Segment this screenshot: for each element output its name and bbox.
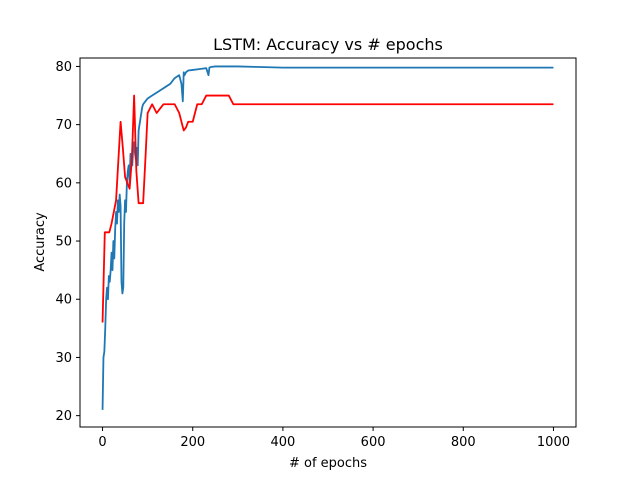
x-tick-label: 600 <box>361 435 386 450</box>
y-axis: 20 30 40 50 60 70 80 <box>55 60 80 424</box>
series-line-2 <box>101 94 554 323</box>
y-tick-label: 80 <box>55 60 72 75</box>
plot-area <box>101 65 554 410</box>
x-tick-label: 400 <box>270 435 295 450</box>
y-tick-label: 30 <box>55 351 72 366</box>
y-tick-label: 20 <box>55 409 72 424</box>
x-axis-label: # of epochs <box>289 456 367 471</box>
chart-title: LSTM: Accuracy vs # epochs <box>213 35 443 54</box>
axes-frame <box>79 57 577 428</box>
series-line-1 <box>101 65 554 410</box>
y-axis-label: Accuracy <box>33 212 48 272</box>
y-tick-label: 60 <box>55 176 72 191</box>
y-tick-label: 50 <box>55 235 72 250</box>
y-tick-label: 70 <box>55 118 72 133</box>
x-tick-label: 1000 <box>537 435 570 450</box>
x-tick-label: 0 <box>98 435 106 450</box>
x-tick-label: 200 <box>180 435 205 450</box>
x-tick-label: 800 <box>451 435 476 450</box>
y-tick-label: 40 <box>55 293 72 308</box>
x-axis: 0 200 400 600 800 1000 <box>98 427 570 450</box>
